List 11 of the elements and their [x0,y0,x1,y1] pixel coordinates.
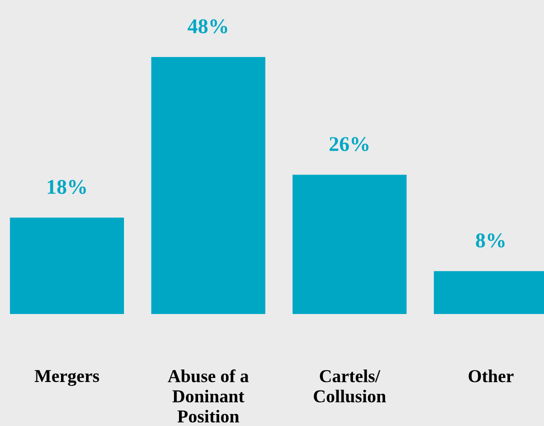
data-label: 48% [188,19,228,34]
x-tick-label: Mergers [34,370,100,386]
x-tick-label: Cartels/ Collusion [314,370,386,402]
data-label: 8% [476,233,505,248]
bar [151,57,266,314]
data-label: 18% [48,180,86,194]
bar [10,218,124,314]
x-tick-label: Abuse of a Doninant Position [168,369,249,423]
x-tick-label: Other [468,370,514,382]
data-label: 26% [330,137,368,152]
bar [292,174,407,314]
